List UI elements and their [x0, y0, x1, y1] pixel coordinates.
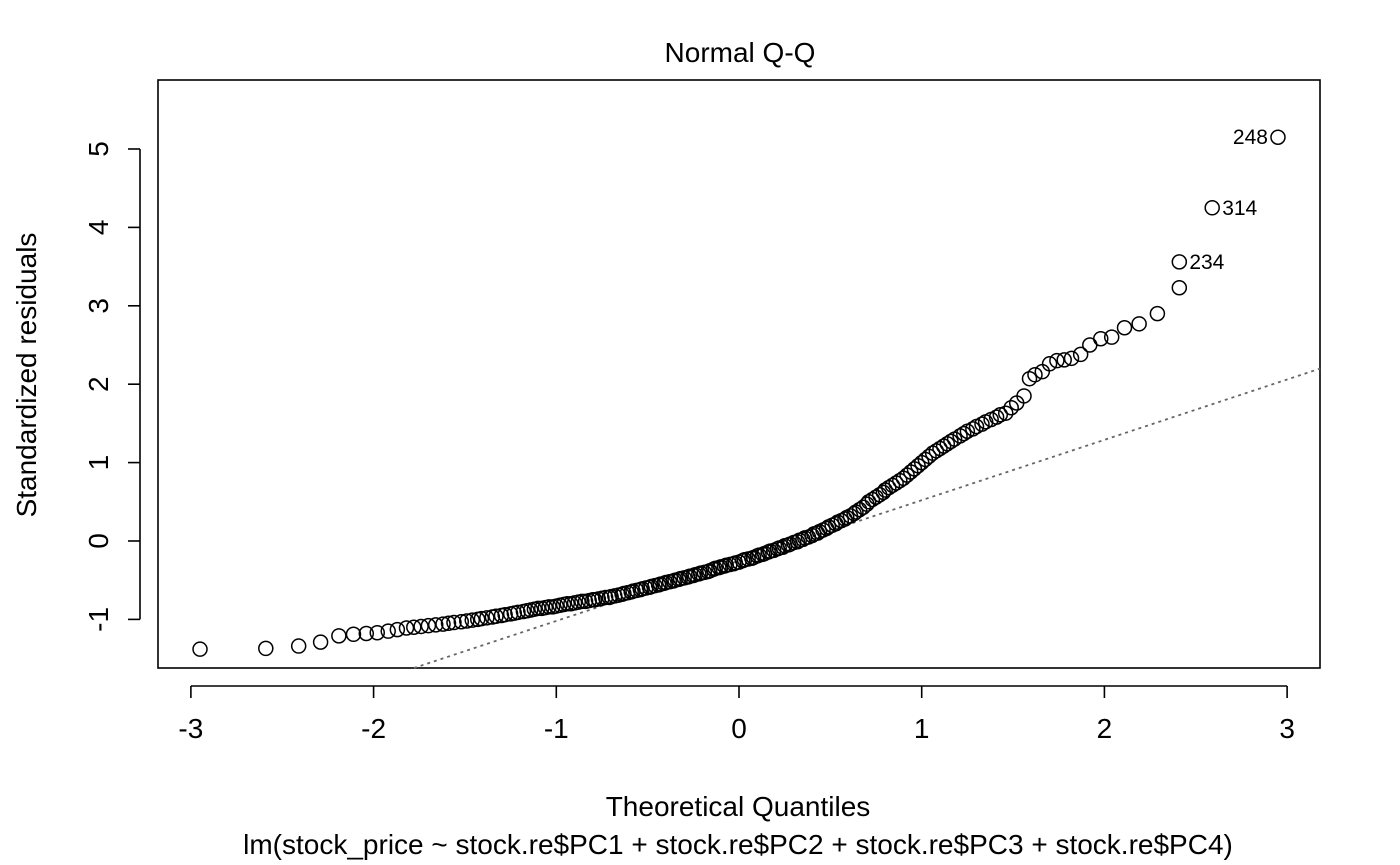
data-point [965, 421, 981, 437]
data-point [1082, 337, 1098, 353]
data-point [1171, 254, 1188, 270]
data-point [446, 614, 462, 631]
data-point [1049, 352, 1065, 369]
chart-title: Normal Q-Q [665, 37, 816, 68]
x-tick-label: 1 [914, 713, 930, 744]
data-point [1131, 316, 1147, 332]
data-point [974, 416, 990, 432]
data-point [312, 634, 329, 650]
data-point [473, 610, 490, 627]
data-point [1149, 305, 1166, 322]
data-point [420, 617, 437, 634]
data-point [574, 593, 590, 610]
data-point [427, 617, 444, 633]
data-point [435, 616, 451, 632]
data-point [541, 599, 557, 615]
y-tick-label: 0 [83, 533, 114, 549]
x-tick-label: -3 [178, 713, 203, 744]
x-tick-label: 2 [1097, 713, 1113, 744]
point-label: 314 [1222, 197, 1257, 220]
data-point [440, 615, 457, 632]
y-axis-label: Standardized residuals [11, 233, 42, 518]
data-point [398, 620, 415, 636]
data-point [488, 608, 504, 625]
data-point [1204, 200, 1220, 216]
data-point [1003, 399, 1019, 416]
x-tick-label: 3 [1279, 713, 1295, 744]
data-point [380, 623, 396, 639]
data-point [358, 625, 375, 642]
y-axis: -1 0 1 2 3 4 5 [83, 141, 141, 632]
data-point [1116, 319, 1133, 336]
y-tick-label: 3 [83, 298, 114, 314]
y-tick-label: -1 [83, 607, 114, 632]
point-label: 234 [1189, 251, 1224, 274]
data-point [1056, 352, 1072, 368]
plot-frame [157, 79, 1321, 669]
data-point [497, 606, 513, 623]
data-point [1171, 280, 1188, 296]
data-point [1027, 367, 1043, 383]
data-point [943, 433, 959, 450]
y-tick-label: 1 [83, 455, 114, 471]
data-point [530, 600, 546, 617]
data-point [389, 621, 406, 638]
data-point [597, 589, 614, 606]
data-point [459, 613, 475, 629]
reference-line [413, 367, 1321, 669]
data-point [1103, 329, 1120, 345]
chart-subtitle: lm(stock_price ~ stock.re$PC1 + stock.re… [243, 829, 1233, 860]
y-tick-label: 4 [83, 220, 114, 236]
data-point [997, 405, 1014, 421]
x-axis-label: Theoretical Quantiles [606, 791, 871, 822]
data-point [955, 425, 972, 442]
data-point [1270, 129, 1286, 145]
data-point [345, 626, 362, 643]
y-tick-label: 2 [83, 376, 114, 392]
data-point [331, 628, 347, 644]
data-point [406, 619, 422, 635]
data-point [1041, 356, 1058, 372]
x-tick-label: -2 [361, 713, 386, 744]
data-point [855, 499, 871, 516]
data-point [479, 610, 495, 626]
y-tick-label: 5 [83, 141, 114, 157]
point-label: 248 [1233, 126, 1268, 149]
data-point [258, 640, 274, 657]
data-point [559, 595, 576, 612]
data-point [464, 612, 481, 628]
data-point [453, 613, 470, 630]
data-point [1063, 350, 1080, 367]
data-point [510, 604, 526, 621]
data-point [1093, 330, 1109, 347]
data-point [290, 638, 307, 654]
data-point [1016, 388, 1032, 404]
data-point [413, 618, 429, 635]
data-point [988, 409, 1005, 425]
data-point [369, 624, 385, 641]
x-tick-label: 0 [731, 713, 747, 744]
x-tick-label: -1 [544, 713, 569, 744]
data-point [1072, 346, 1089, 363]
data-point [192, 641, 208, 657]
x-axis: -3 -2 -1 0 1 2 3 [178, 685, 1295, 744]
